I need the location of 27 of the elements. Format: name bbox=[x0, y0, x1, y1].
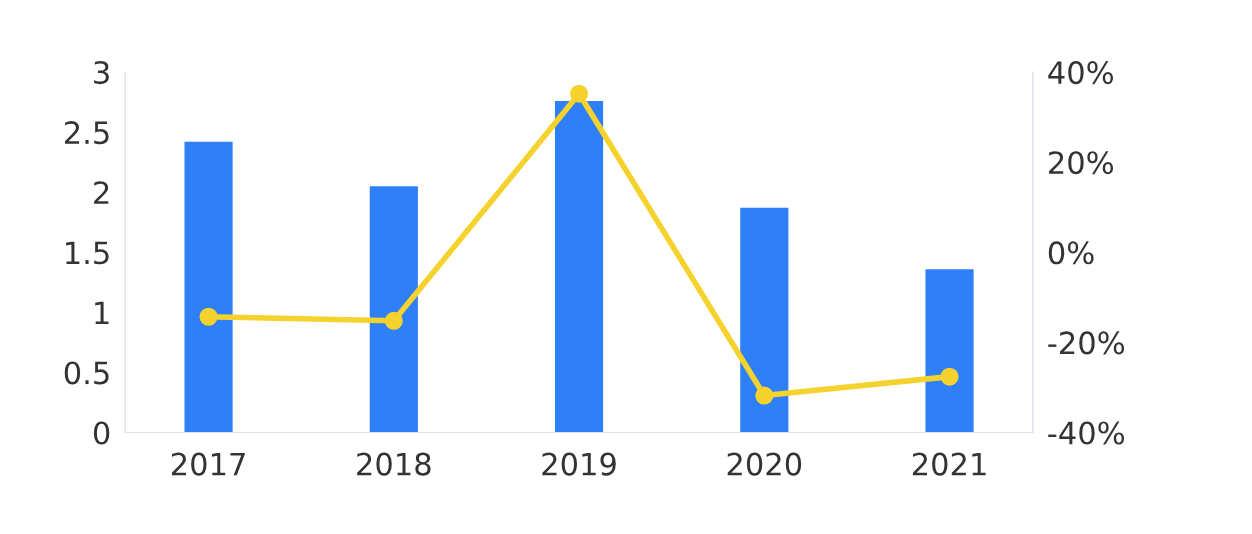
point bbox=[199, 307, 218, 326]
x-tick-label: 2019 bbox=[542, 452, 616, 476]
point bbox=[940, 367, 959, 386]
point bbox=[384, 311, 403, 330]
x-tick-label: 2020 bbox=[727, 452, 802, 476]
bar bbox=[184, 141, 233, 433]
y-tick-label: 2.5 bbox=[64, 121, 109, 145]
x-tick-label: 2018 bbox=[357, 452, 431, 476]
y2-tick-label: -40% bbox=[1048, 421, 1125, 445]
bar bbox=[369, 186, 418, 433]
y2-tick-label: -20% bbox=[1048, 331, 1125, 355]
bar bbox=[740, 207, 789, 433]
bar bbox=[925, 269, 974, 433]
y2-tick-label: 0% bbox=[1048, 241, 1094, 265]
bar bbox=[554, 100, 604, 433]
y-tick-label: 1.5 bbox=[66, 241, 109, 265]
y-tick-label: 0.5 bbox=[64, 361, 109, 385]
y2-tick-label: 20% bbox=[1049, 151, 1114, 175]
y-tick-label: 2 bbox=[94, 181, 109, 204]
x-tick-label: 2017 bbox=[171, 452, 245, 476]
y-tick-label: 3 bbox=[94, 61, 109, 85]
point bbox=[570, 84, 589, 103]
x-tick-label: 2021 bbox=[912, 452, 986, 476]
y-tick-label: 0 bbox=[93, 421, 110, 445]
y-tick-label: 1 bbox=[95, 301, 109, 324]
point bbox=[755, 386, 774, 405]
y2-tick-label: 40% bbox=[1048, 61, 1114, 85]
